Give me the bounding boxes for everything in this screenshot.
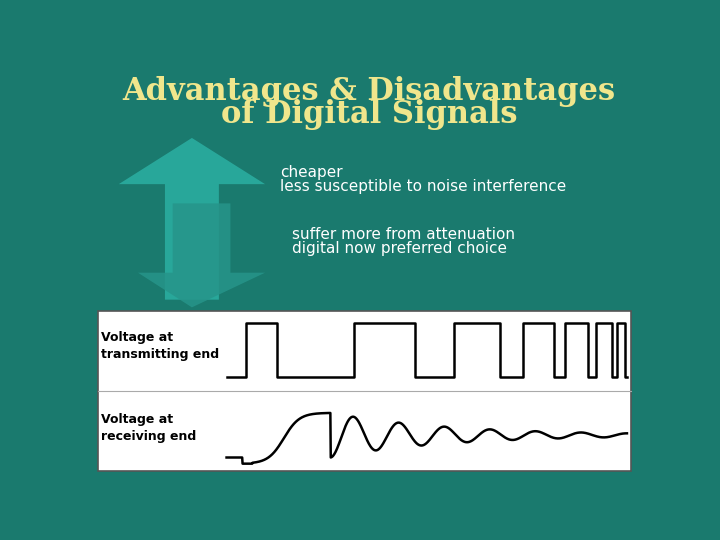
Text: Voltage at
receiving end: Voltage at receiving end <box>101 413 197 443</box>
Text: of Digital Signals: of Digital Signals <box>221 99 517 130</box>
Text: less susceptible to noise interference: less susceptible to noise interference <box>281 179 567 194</box>
FancyBboxPatch shape <box>98 311 631 471</box>
Text: cheaper: cheaper <box>281 165 343 180</box>
Text: digital now preferred choice: digital now preferred choice <box>292 240 507 255</box>
Text: Voltage at
transmitting end: Voltage at transmitting end <box>101 331 219 361</box>
Polygon shape <box>119 138 265 300</box>
Polygon shape <box>138 204 265 307</box>
Text: suffer more from attenuation: suffer more from attenuation <box>292 227 515 242</box>
Text: Advantages & Disadvantages: Advantages & Disadvantages <box>122 76 616 107</box>
